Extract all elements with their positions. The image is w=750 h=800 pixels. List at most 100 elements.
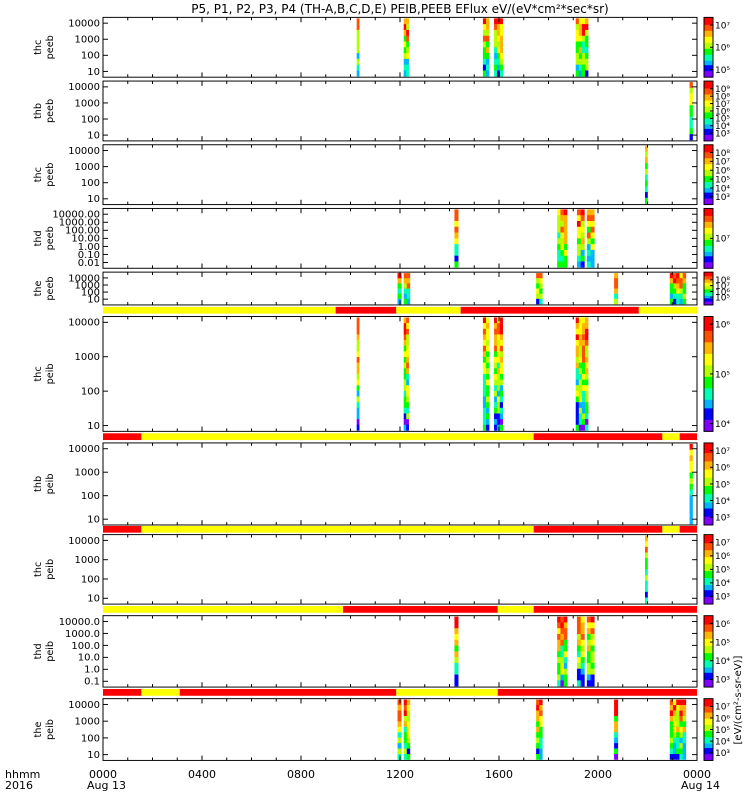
burst-cell: [576, 209, 581, 216]
colorbar-segment: [704, 741, 713, 744]
colorbar-segment: [704, 232, 713, 235]
colorbar-segment: [704, 348, 713, 352]
colorbar-segment: [704, 732, 713, 735]
colorbar-tick-label: 10⁸: [715, 276, 731, 286]
burst-3: [586, 616, 595, 687]
y-axis-label-line: peeb: [45, 276, 56, 300]
colorbar-segment: [704, 394, 713, 398]
burst-cell: [586, 651, 591, 658]
burst-cell: [575, 357, 580, 363]
burst-cell: [560, 651, 565, 658]
burst-cell: [560, 209, 565, 216]
burst-cell: [499, 396, 504, 403]
status-bar-segment: [103, 306, 336, 314]
burst-cell: [494, 390, 498, 397]
burst-cell: [406, 368, 409, 375]
burst-cell: [580, 249, 585, 257]
colorbar-segment: [704, 560, 713, 563]
burst-cell: [499, 373, 504, 380]
burst-cell: [356, 373, 360, 380]
burst-cell: [585, 29, 589, 36]
burst-cell: [581, 58, 586, 65]
colorbar-segment: [704, 113, 713, 116]
colorbar-segment: [704, 104, 713, 107]
y-tick-label: 100: [81, 115, 100, 126]
burst-cell: [557, 249, 561, 257]
colorbar-segment: [704, 203, 713, 205]
colorbar-segment: [704, 91, 713, 94]
colorbar-segment: [704, 134, 713, 137]
burst-cell: [406, 323, 409, 330]
burst-cell: [560, 657, 565, 664]
burst-cell: [499, 334, 504, 341]
burst-cell: [578, 29, 583, 36]
colorbar-segment: [704, 262, 713, 265]
y-tick-label: 10.00: [71, 234, 100, 245]
burst-cell: [580, 616, 585, 623]
burst-cell: [679, 298, 683, 305]
burst-cell: [496, 64, 501, 71]
burst-cell: [557, 232, 561, 239]
colorbar-segment: [704, 319, 713, 323]
burst-cell: [676, 748, 680, 755]
burst-cell: [539, 293, 543, 300]
colorbar-segment: [704, 17, 713, 20]
data-bursts: [645, 145, 648, 204]
burst-cell: [614, 699, 619, 706]
burst-cell: [563, 634, 568, 641]
status-bar-segment: [141, 433, 534, 441]
burst-cell: [560, 238, 565, 245]
y-tick-label: 0.10: [78, 250, 100, 261]
burst-cell: [539, 278, 543, 284]
burst-cell: [581, 328, 586, 335]
burst-cell: [578, 379, 583, 386]
colorbar-segment: [704, 557, 713, 560]
burst-cell: [486, 368, 490, 375]
colorbar-tick-label: 10³: [715, 130, 731, 140]
burst-cell: [494, 424, 498, 431]
y-tick-label: 100: [81, 575, 100, 586]
colorbar-segment: [704, 161, 713, 164]
burst-cell: [581, 379, 586, 386]
time-tick-label: 0400: [188, 768, 216, 781]
burst-cell: [586, 232, 591, 239]
burst-cell: [682, 710, 687, 717]
burst-cell: [585, 334, 589, 341]
burst-cell: [403, 58, 407, 65]
colorbar-segment: [704, 646, 713, 649]
burst-cell: [397, 748, 402, 755]
colorbar-segment: [704, 734, 713, 737]
burst-cell: [406, 407, 409, 414]
burst-cell: [581, 419, 586, 426]
colorbar-segment: [704, 273, 713, 275]
colorbar-segment: [704, 506, 713, 509]
colorbar-segment: [704, 721, 713, 724]
colorbar-tick-label: 10⁷: [715, 158, 731, 168]
y-tick-label: 100: [81, 491, 100, 502]
colorbar-segment: [704, 545, 713, 548]
burst-cell: [397, 721, 402, 728]
burst-cell: [494, 64, 498, 71]
burst-cell: [403, 699, 408, 706]
burst-cell: [586, 668, 591, 675]
burst-4: [575, 317, 589, 431]
y-tick-label: 1000: [75, 98, 100, 109]
burst-cell: [580, 255, 585, 262]
colorbar-segment: [704, 624, 713, 627]
colorbar-segment: [704, 455, 713, 458]
y-axis-label: thc peib: [33, 364, 56, 385]
burst-cell: [403, 328, 407, 335]
burst-cell: [669, 710, 674, 717]
colorbar-segment: [704, 198, 713, 201]
burst-cell: [676, 288, 680, 294]
burst-3: [494, 317, 504, 431]
burst-cell: [614, 293, 619, 300]
colorbar-segment: [704, 32, 713, 35]
colorbar-segment: [704, 735, 713, 738]
colorbar-segment: [704, 191, 713, 193]
burst-cell: [406, 273, 411, 279]
burst-cell: [557, 645, 561, 652]
colorbar-segment: [704, 164, 713, 167]
burst-cell: [585, 362, 589, 369]
burst-cell: [586, 249, 591, 257]
